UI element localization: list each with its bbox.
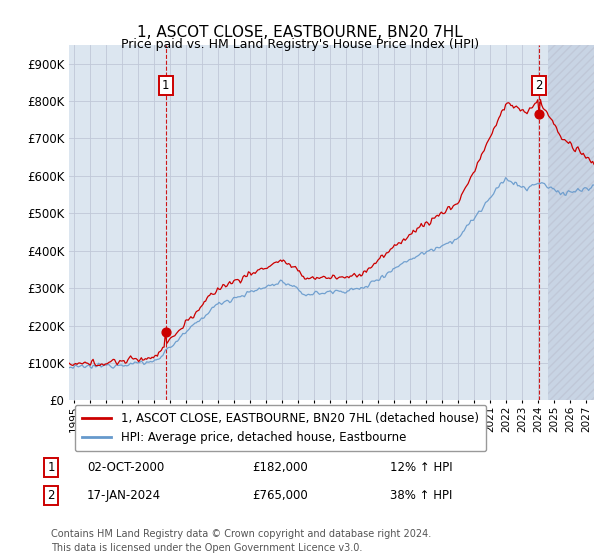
Text: 02-OCT-2000: 02-OCT-2000 — [87, 461, 164, 474]
Text: Contains HM Land Registry data © Crown copyright and database right 2024.
This d: Contains HM Land Registry data © Crown c… — [51, 529, 431, 553]
Text: 1: 1 — [47, 461, 55, 474]
Text: 17-JAN-2024: 17-JAN-2024 — [87, 489, 161, 502]
Bar — [548, 45, 594, 400]
Point — [161, 328, 170, 337]
Text: 2: 2 — [535, 79, 542, 92]
Text: 1, ASCOT CLOSE, EASTBOURNE, BN20 7HL: 1, ASCOT CLOSE, EASTBOURNE, BN20 7HL — [137, 25, 463, 40]
Text: Price paid vs. HM Land Registry's House Price Index (HPI): Price paid vs. HM Land Registry's House … — [121, 38, 479, 52]
Text: £182,000: £182,000 — [252, 461, 308, 474]
Legend: 1, ASCOT CLOSE, EASTBOURNE, BN20 7HL (detached house), HPI: Average price, detac: 1, ASCOT CLOSE, EASTBOURNE, BN20 7HL (de… — [75, 405, 486, 451]
Text: £765,000: £765,000 — [252, 489, 308, 502]
Text: 2: 2 — [47, 489, 55, 502]
Text: 12% ↑ HPI: 12% ↑ HPI — [390, 461, 452, 474]
Text: 38% ↑ HPI: 38% ↑ HPI — [390, 489, 452, 502]
Point — [534, 110, 544, 119]
Text: 1: 1 — [162, 79, 170, 92]
